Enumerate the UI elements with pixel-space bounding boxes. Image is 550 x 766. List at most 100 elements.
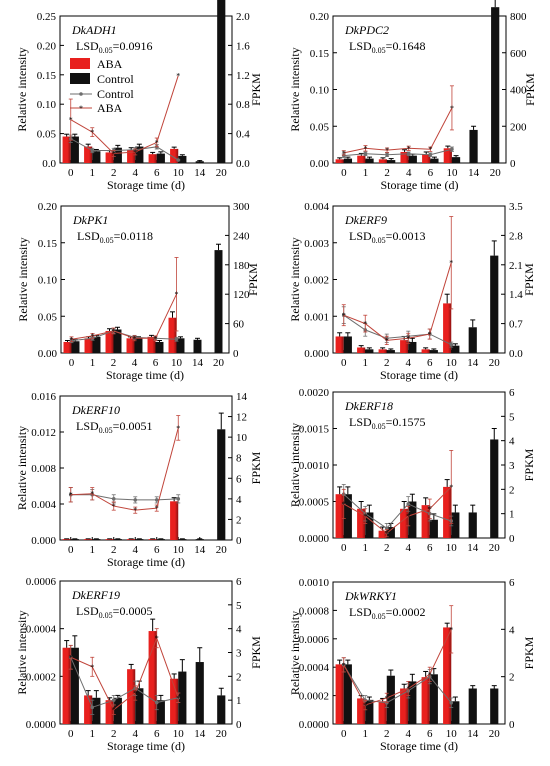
x-axis-title: Storage time (d) [380,739,458,753]
control-bar [92,151,101,163]
x-tick-label: 2 [111,357,117,369]
y-axis-left-title: Relative intensity [288,47,302,131]
aba-point: * [428,670,432,679]
aba-point: * [407,144,411,153]
aba-bar [127,539,136,540]
legend-control-bar-label: Control [97,72,134,86]
control-line [343,664,452,704]
left-tick-label: 0.00 [310,158,330,170]
y-axis-left-title: Relative intensity [15,610,29,694]
right-tick-label: 6 [509,577,515,589]
control-point [428,152,433,157]
lsd-text: LSD [77,229,100,243]
x-tick-label: 2 [384,542,390,554]
x-tick-label: 2 [111,544,117,556]
right-tick-label: 2 [236,671,242,683]
left-tick-label: 0.0020 [299,387,330,399]
aba-bar [105,330,114,353]
aba-bar [378,701,387,724]
aba-point: * [363,512,367,521]
right-tick-label: 1 [509,509,515,521]
chart-panel-dkwrky1: 0.0000 0.0002 0.0004 0.0006 0.0008 0.0010 0 2 4 6… [288,577,536,753]
left-tick-label: 0.05 [38,311,58,323]
control-bar [491,7,500,164]
lsd-label: LSD0.05=0.0013 [349,229,425,245]
aba-point: * [385,146,389,155]
aba-line [70,427,179,511]
right-tick-label: 10 [236,432,248,444]
y-axis-left-title: Relative intensity [15,47,29,131]
x-tick-label: 0 [68,167,74,179]
aba-bar [84,338,93,353]
chart-panel-dkadh1: 0.0 0.05 0.10 0.15 0.20 0.25 0.0 0.4 0.8 1.2 1.6 2.… [15,0,263,192]
aba-bar [400,688,409,724]
lsd-subscript: 0.05 [372,612,386,621]
right-tick-label: 180 [233,260,250,272]
left-tick-label: 0.016 [31,391,56,403]
control-point [385,152,389,157]
aba-line [343,262,452,341]
lsd-text: LSD [349,39,372,53]
right-tick-label: 4 [236,624,242,636]
control-line [343,493,452,529]
x-tick-label: 0 [68,728,74,740]
x-tick-label: 1 [90,167,96,179]
control-bar [451,701,460,724]
control-bar [386,527,395,538]
control-point [449,700,454,705]
left-tick-label: 0.008 [31,463,56,475]
x-tick-label: 14 [194,728,206,740]
left-tick-label: 0.0010 [299,460,330,472]
x-tick-label: 4 [132,357,138,369]
lsd-label: LSD0.05=0.0118 [77,229,153,245]
control-bar [468,512,477,538]
x-tick-label: 14 [468,167,480,179]
gene-name: DkERF19 [71,588,120,602]
lsd-text: LSD [76,419,99,433]
control-line [70,657,179,708]
lsd-value: =0.0005 [113,604,153,618]
control-bar [217,695,226,724]
left-tick-label: 0.004 [304,201,329,213]
x-tick-label: 4 [406,357,412,369]
left-tick-label: 0.10 [310,85,330,97]
right-tick-label: 240 [233,230,250,242]
control-bar [193,339,202,353]
control-bar [386,675,395,724]
aba-bar [148,539,157,540]
left-tick-label: 0.002 [304,275,329,287]
right-tick-label: 2.8 [509,230,523,242]
left-tick-label: 0.25 [37,11,57,23]
x-tick-label: 6 [153,357,159,369]
control-point [406,502,411,506]
aba-bar [443,627,452,724]
control-bar [134,338,143,353]
lsd-label: LSD0.05=0.1648 [349,39,425,55]
lsd-value: =0.1648 [386,39,426,53]
control-line [343,148,453,157]
aba-point: * [406,512,410,521]
aba-line [343,629,452,706]
right-tick-label: 0 [236,719,242,731]
aba-point: * [69,491,73,500]
right-tick-label: 4 [509,436,515,448]
lsd-text: LSD [349,229,372,243]
control-bar [178,671,187,724]
x-tick-label: 20 [213,357,225,369]
gene-name: DkWRKY1 [344,589,397,603]
control-bar [113,147,122,163]
aba-bar [63,341,72,353]
x-tick-label: 6 [154,544,160,556]
x-tick-label: 14 [194,544,206,556]
control-bar [408,501,417,538]
lsd-subscript: 0.05 [100,236,114,245]
aba-bar [357,508,366,538]
control-bar [365,158,374,163]
control-bar [70,539,79,540]
aba-bar [421,677,430,724]
right-tick-label: 300 [233,201,250,213]
aba-point: * [385,336,389,345]
lsd-label: LSD0.05=0.0916 [76,39,152,55]
